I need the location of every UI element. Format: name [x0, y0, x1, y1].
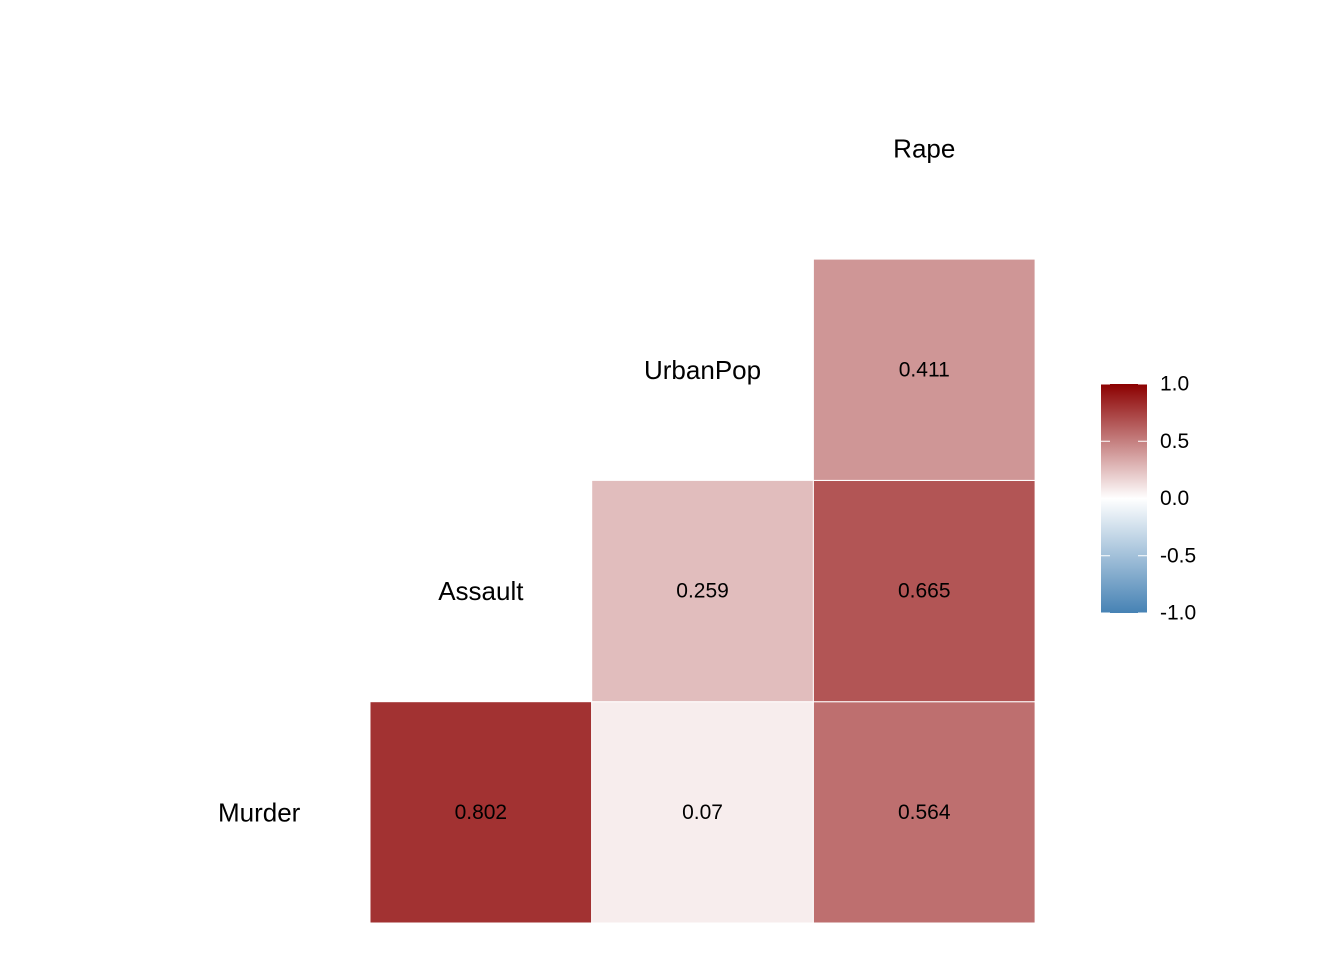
legend-tick-label: -0.5	[1160, 544, 1196, 567]
cell-value-label: 0.802	[455, 801, 508, 824]
heatmap-cell-assault-rape	[812, 479, 1036, 703]
cell-value-label: 0.259	[676, 580, 729, 603]
heatmap-cell-assault-urbanpop	[591, 479, 814, 703]
legend-tick-label: 1.0	[1160, 373, 1189, 396]
heatmap-cell-urbanpop-rape	[812, 258, 1036, 481]
variable-label-assault: Assault	[438, 576, 524, 606]
legend-tick-label: -1.0	[1160, 602, 1196, 625]
variable-label-urbanpop: UrbanPop	[644, 355, 761, 385]
variable-label-rape: Rape	[893, 133, 955, 163]
legend-tick-label: 0.5	[1160, 430, 1189, 453]
variable-label-murder: Murder	[218, 797, 301, 827]
cell-value-label: 0.411	[899, 358, 950, 381]
cell-value-label: 0.665	[898, 580, 951, 603]
heatmap-cell-murder-rape	[812, 701, 1036, 924]
legend-tick-label: 0.0	[1160, 487, 1189, 510]
heatmap-cells: 0.802 0.07 0.564 0.259 0.665 0.411	[369, 258, 1036, 924]
heatmap-cell-murder-assault	[369, 701, 593, 924]
cell-value-label: 0.07	[682, 801, 723, 824]
color-legend: 1.0 0.5 0.0 -0.5 -1.0	[1101, 373, 1196, 625]
variable-labels: Murder Assault UrbanPop Rape	[218, 133, 955, 827]
cell-value-label: 0.564	[898, 801, 951, 824]
heatmap-cell-murder-urbanpop	[591, 701, 814, 924]
